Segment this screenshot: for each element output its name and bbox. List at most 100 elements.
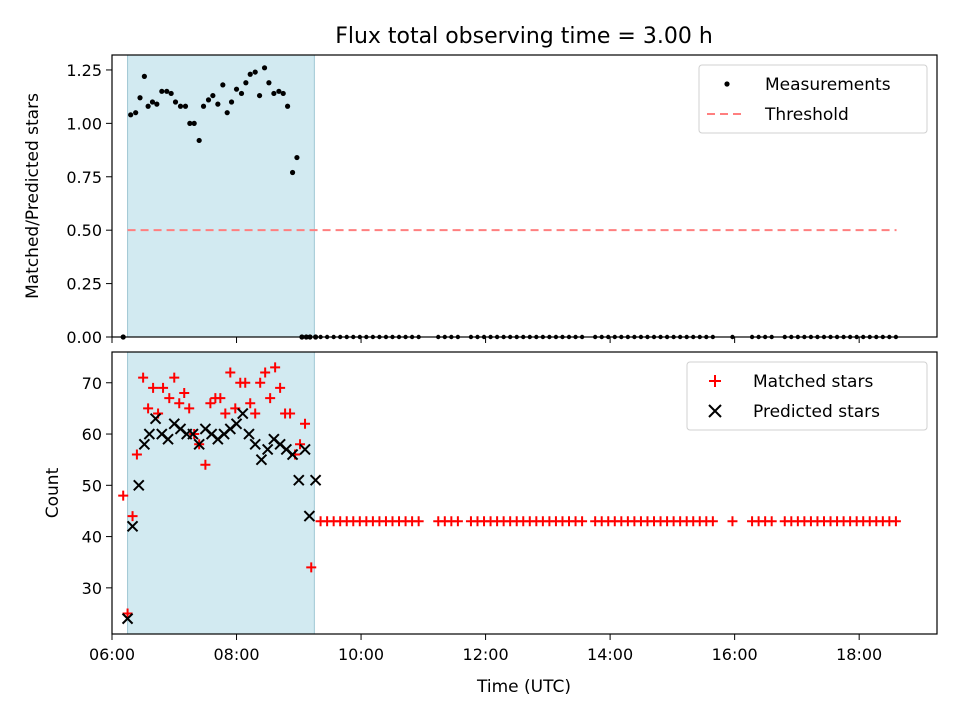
predicted-star-point	[299, 443, 311, 456]
matched-star-point	[766, 516, 777, 527]
matched-star-point	[265, 393, 276, 404]
measurement-point	[164, 88, 170, 94]
y-tick-label: 30	[82, 579, 102, 598]
y-tick-label: 70	[82, 374, 102, 393]
measurement-point	[289, 169, 296, 176]
measurement-point	[128, 112, 134, 118]
matched-star-point	[275, 382, 286, 393]
matched-star-point	[200, 459, 211, 470]
matched-star-point	[131, 449, 142, 460]
matched-star-point	[122, 608, 133, 619]
predicted-star-point	[230, 418, 243, 430]
matched-star-point	[270, 362, 281, 373]
x-tick-label: 08:00	[213, 645, 259, 664]
legend-label: Predicted stars	[753, 402, 880, 422]
matched-star-point	[452, 516, 463, 527]
y-tick-label: 60	[82, 425, 102, 444]
predicted-star-point	[243, 428, 255, 440]
measurement-point	[243, 80, 249, 86]
measurement-point	[182, 103, 189, 109]
x-tick-label: 10:00	[338, 645, 384, 664]
measurement-point	[191, 120, 197, 126]
measurement-point	[247, 71, 253, 77]
y-tick-label: 1.25	[66, 61, 102, 80]
x-tick-label: 12:00	[463, 645, 509, 664]
matched-star-point	[205, 398, 216, 409]
matched-star-point	[255, 377, 266, 388]
legend-label: Matched stars	[753, 372, 873, 392]
plot-frame	[111, 351, 938, 635]
legend-box	[686, 361, 928, 431]
x-axis-label: Time (UTC)	[476, 677, 571, 697]
matched-star-point	[174, 398, 185, 409]
matched-star-point	[285, 408, 296, 419]
matched-star-point	[143, 403, 154, 414]
measurement-point	[200, 103, 207, 109]
matched-star-point	[164, 393, 175, 404]
plot-frame	[111, 54, 938, 338]
predicted-star-point	[126, 520, 139, 533]
legend-marker-matched	[709, 375, 721, 387]
x-tick-label: 06:00	[89, 645, 135, 664]
matched-star-point	[220, 408, 231, 419]
top-y-axis-label: Matched/Predicted stars	[23, 93, 43, 299]
measurement-point	[280, 90, 286, 97]
legend-box	[698, 64, 928, 134]
matched-star-point	[118, 490, 129, 501]
x-tick-label: 16:00	[712, 645, 758, 664]
matched-star-point	[148, 382, 159, 393]
measurement-point	[205, 97, 212, 103]
observing-band	[127, 54, 315, 338]
measurement-point	[215, 101, 221, 107]
predicted-star-point	[255, 453, 268, 466]
predicted-star-point	[237, 407, 249, 420]
predicted-star-point	[193, 438, 205, 450]
measurement-point	[233, 86, 240, 92]
figure-title: Flux total observing time = 3.00 h	[335, 24, 713, 49]
bottom-y-axis-label: Count	[43, 467, 63, 518]
legend-label: Threshold	[764, 105, 849, 125]
measurement-point	[261, 65, 268, 71]
measurement-point	[159, 88, 165, 94]
matched-star-point	[413, 516, 424, 527]
measurement-point	[154, 101, 160, 107]
measurement-point	[224, 110, 230, 116]
matched-star-point	[215, 393, 226, 404]
measurement-point	[137, 95, 143, 101]
matched-star-point	[158, 382, 169, 393]
matched-star-point	[179, 388, 190, 399]
measurement-point	[228, 99, 235, 105]
bottom-panel: 30 40 50 60 70 06:00 08:00 10:00 12:00 14:00 16:00…	[82, 351, 938, 664]
measurement-point	[145, 103, 151, 109]
measurement-point	[141, 73, 147, 79]
measurement-point	[196, 137, 202, 144]
matched-star-point	[240, 377, 251, 388]
predicted-star-point	[162, 433, 174, 445]
predicted-star-point	[143, 428, 156, 440]
measurement-point	[149, 99, 156, 105]
y-tick-label: 40	[82, 528, 102, 547]
measurement-point	[266, 80, 272, 86]
matched-star-point	[245, 398, 256, 409]
predicted-star-point	[309, 474, 322, 486]
matched-star-point	[138, 372, 149, 383]
predicted-star-point	[261, 443, 274, 456]
legend: Measurements Threshold	[698, 64, 928, 134]
y-tick-label: 0.00	[66, 328, 102, 347]
matched-star-point	[577, 516, 588, 527]
measurement-point	[220, 82, 226, 88]
matched-star-point	[184, 403, 195, 414]
measurement-point	[238, 90, 245, 97]
top-panel: 0.00 0.25 0.50 0.75 1.00 1.25 Measurements Thre…	[66, 54, 938, 347]
matched-star-point	[127, 511, 138, 522]
legend-marker-predicted	[708, 404, 722, 418]
y-tick-label: 50	[82, 476, 102, 495]
matched-star-point	[295, 439, 306, 450]
matched-star-point	[890, 516, 901, 527]
y-tick-label: 0.75	[66, 168, 102, 187]
y-tick-label: 0.25	[66, 275, 102, 294]
predicted-star-point	[138, 438, 151, 450]
predicted-star-point	[133, 479, 145, 492]
y-tick-label: 0.50	[66, 221, 102, 240]
matched-star-point	[225, 367, 236, 378]
